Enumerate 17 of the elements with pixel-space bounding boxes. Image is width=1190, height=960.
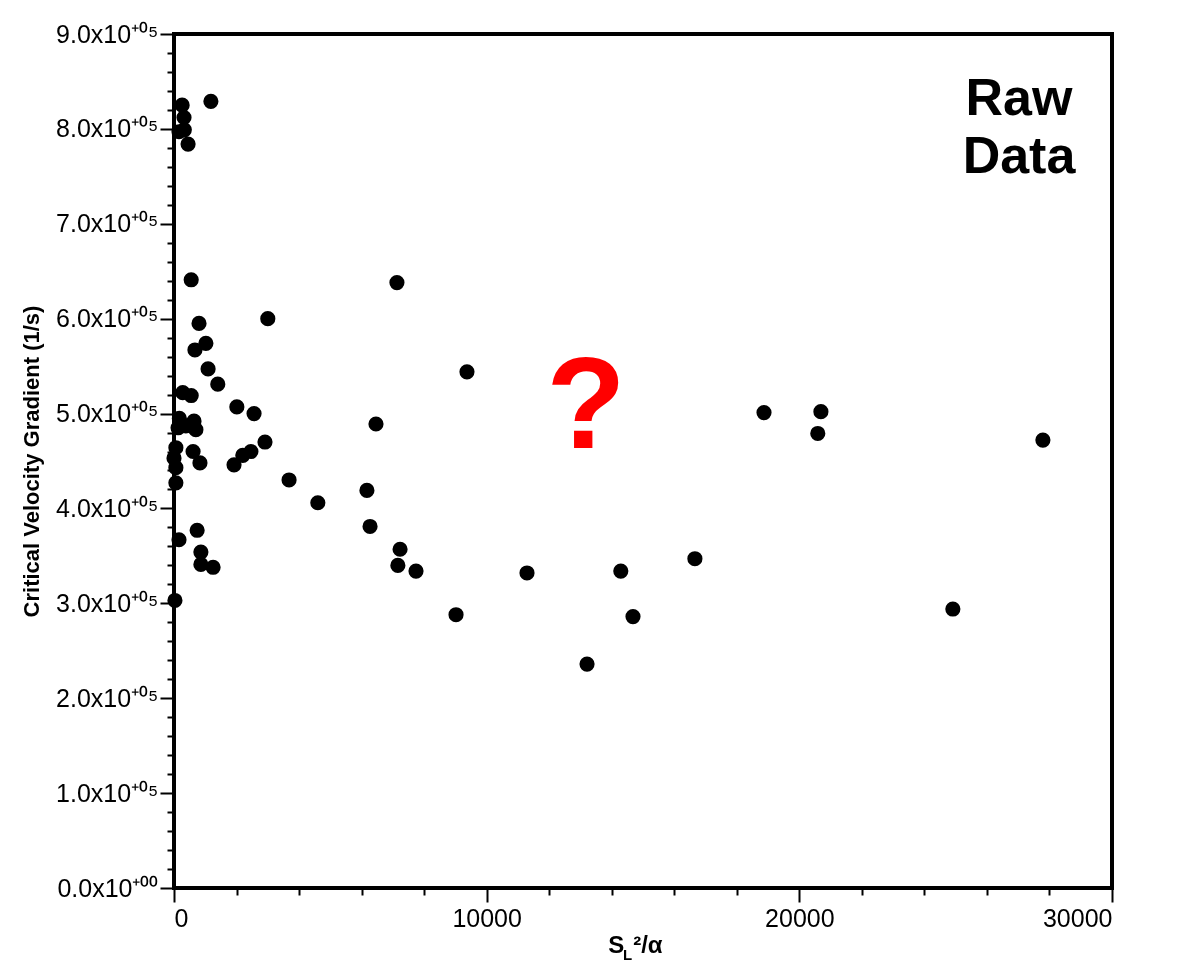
annotation: ? bbox=[546, 330, 626, 476]
x-tick-label: 0 bbox=[174, 903, 189, 932]
y-tick-label: 9.0x10⁺⁰⁵ bbox=[56, 19, 159, 48]
y-tick-label: 2.0x10⁺⁰⁵ bbox=[56, 683, 159, 712]
y-tick-label: 0.0x10⁺⁰⁰ bbox=[57, 873, 159, 902]
y-axis-title: Critical Velocity Gradient (1/s) bbox=[19, 305, 45, 618]
y-tick-label: 6.0x10⁺⁰⁵ bbox=[56, 304, 159, 333]
x-tick-label: 30000 bbox=[1042, 903, 1113, 932]
y-tick-label: 7.0x10⁺⁰⁵ bbox=[56, 209, 159, 238]
x-tick-label: 20000 bbox=[765, 903, 835, 932]
annotation: Raw Data bbox=[962, 68, 1077, 184]
y-tick-label: 8.0x10⁺⁰⁵ bbox=[56, 114, 159, 143]
y-tick-label: 1.0x10⁺⁰⁵ bbox=[56, 778, 159, 807]
x-tick-label: 10000 bbox=[452, 903, 522, 932]
y-tick-label: 5.0x10⁺⁰⁵ bbox=[56, 399, 159, 428]
y-tick-label: 3.0x10⁺⁰⁵ bbox=[56, 588, 159, 617]
y-tick-label: 4.0x10⁺⁰⁵ bbox=[56, 493, 159, 522]
